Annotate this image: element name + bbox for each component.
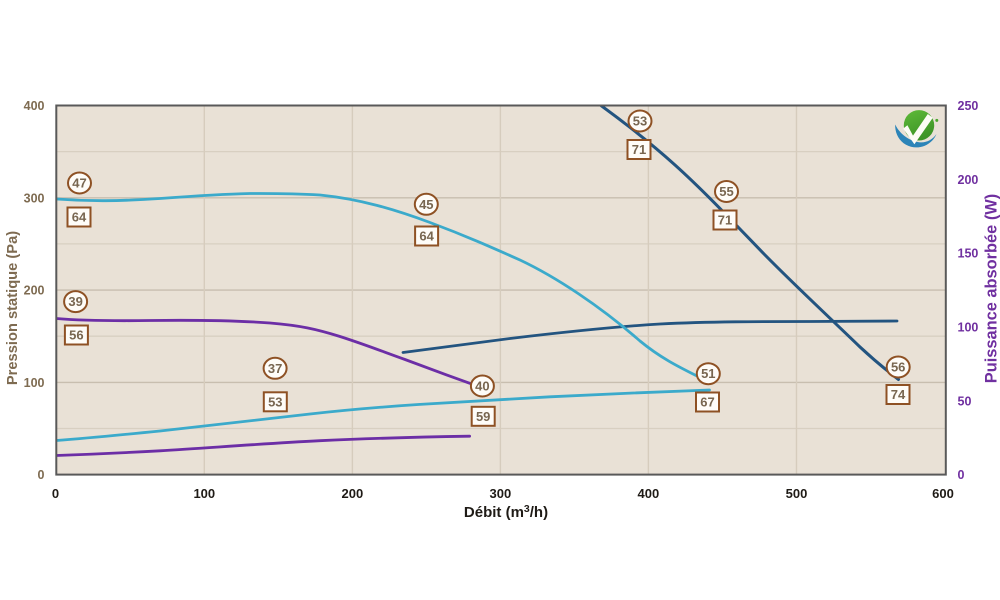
svg-text:Débit (m3/h): Débit (m3/h) <box>464 503 548 521</box>
svg-text:64: 64 <box>72 210 87 225</box>
svg-text:400: 400 <box>24 99 45 113</box>
svg-text:67: 67 <box>700 395 714 410</box>
svg-text:59: 59 <box>476 409 490 424</box>
svg-text:600: 600 <box>932 486 954 501</box>
svg-text:200: 200 <box>958 173 979 187</box>
svg-text:56: 56 <box>69 328 83 343</box>
svg-text:0: 0 <box>38 468 45 482</box>
svg-text:51: 51 <box>701 366 715 381</box>
svg-text:56: 56 <box>891 360 905 375</box>
svg-text:100: 100 <box>193 486 215 501</box>
svg-text:0: 0 <box>52 486 59 501</box>
svg-text:40: 40 <box>475 379 489 394</box>
svg-text:74: 74 <box>891 387 906 402</box>
svg-text:300: 300 <box>490 486 512 501</box>
svg-text:400: 400 <box>638 486 660 501</box>
svg-text:39: 39 <box>68 294 82 309</box>
svg-text:500: 500 <box>786 486 808 501</box>
svg-text:47: 47 <box>72 176 86 191</box>
svg-text:64: 64 <box>419 229 434 244</box>
svg-text:100: 100 <box>24 376 45 390</box>
svg-text:45: 45 <box>419 197 433 212</box>
svg-text:Pression statique (Pa): Pression statique (Pa) <box>5 231 21 385</box>
svg-text:53: 53 <box>268 394 282 409</box>
svg-text:200: 200 <box>24 284 45 298</box>
svg-text:71: 71 <box>718 213 732 228</box>
svg-text:Puissance absorbée (W): Puissance absorbée (W) <box>982 194 1000 383</box>
svg-text:250: 250 <box>958 99 979 113</box>
svg-text:150: 150 <box>958 247 979 261</box>
svg-text:100: 100 <box>958 321 979 335</box>
svg-text:37: 37 <box>268 361 282 376</box>
svg-text:200: 200 <box>342 486 364 501</box>
svg-text:0: 0 <box>958 468 965 482</box>
svg-text:300: 300 <box>24 191 45 205</box>
svg-text:55: 55 <box>719 184 733 199</box>
svg-text:71: 71 <box>632 142 646 157</box>
svg-text:50: 50 <box>958 394 972 408</box>
svg-text:53: 53 <box>633 114 647 129</box>
